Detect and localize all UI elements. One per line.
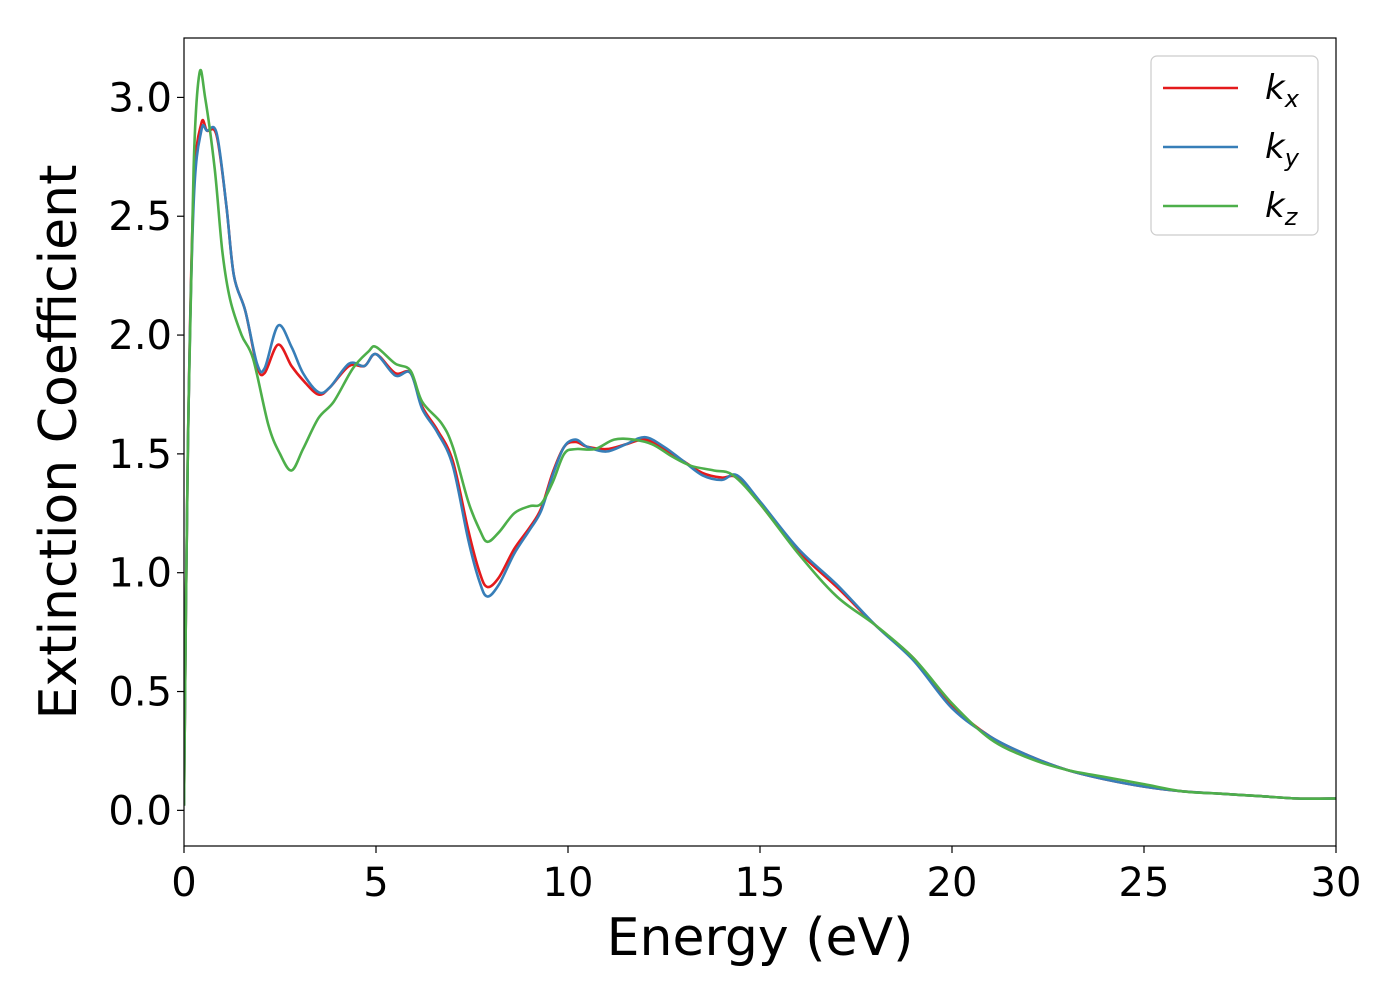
series-line-ky [184,123,1336,806]
x-tick-label: 20 [927,860,978,906]
x-tick-label: 15 [735,860,786,906]
legend-label-main: k [1265,68,1286,108]
x-tick-label: 10 [543,860,594,906]
legend-label-subscript: z [1284,203,1299,231]
y-axis-label: Extinction Coefficient [29,165,89,720]
legend-label-ky: ky [1265,127,1300,172]
y-tick-label: 0.0 [108,788,172,834]
y-tick-label: 0.5 [108,670,172,716]
legend-label-main: k [1265,186,1286,226]
x-axis-ticks: 0 5 10 15 20 25 30 [171,846,1361,906]
y-axis-ticks: 0.0 0.5 1.0 1.5 2.0 2.5 3.0 [108,75,184,834]
legend-label-subscript: y [1284,144,1300,172]
x-tick-label: 25 [1119,860,1170,906]
plot-area [184,38,1336,846]
y-tick-label: 1.5 [108,432,172,478]
legend-label-kz: kz [1265,186,1299,231]
legend-label-kx: kx [1265,68,1300,113]
x-tick-label: 30 [1311,860,1362,906]
series-line-kz [184,68,1336,806]
y-tick-label: 1.0 [108,551,172,597]
x-tick-label: 0 [171,860,196,906]
series-layer [184,68,1336,806]
x-tick-label: 5 [363,860,388,906]
legend-label-subscript: x [1284,85,1300,113]
x-axis-label: Energy (eV) [607,908,914,968]
y-tick-label: 3.0 [108,75,172,121]
legend-label-main: k [1265,127,1286,167]
y-tick-label: 2.5 [108,194,172,240]
y-tick-label: 2.0 [108,313,172,359]
legend-box [1150,55,1319,236]
